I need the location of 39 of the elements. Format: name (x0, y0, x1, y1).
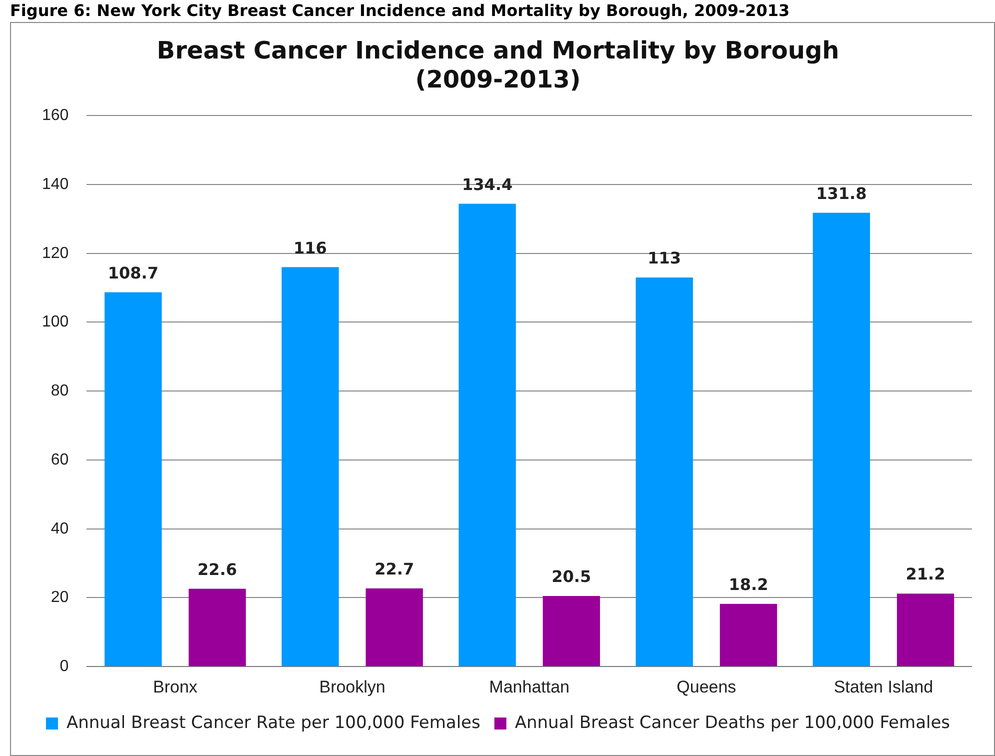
y-tick-label: 60 (50, 451, 69, 468)
data-label: 22.7 (374, 560, 414, 579)
legend-label: Annual Breast Cancer Deaths per 100,000 Females (514, 712, 950, 733)
text: Breast Cancer Incidence and Mortality by Borough (156, 36, 840, 65)
bar (282, 267, 339, 666)
y-tick-label: 100 (42, 314, 69, 331)
x-tick-label: Staten Island (834, 677, 934, 696)
data-label: 20.5 (552, 567, 592, 586)
x-tick-label: Brooklyn (319, 677, 386, 696)
y-tick-label: 80 (50, 382, 69, 400)
y-tick-label: 40 (50, 520, 69, 538)
bar (542, 596, 600, 666)
y-tick-label: 140 (42, 176, 69, 193)
x-tick-label: Queens (676, 677, 736, 696)
y-tick-label: 160 (42, 107, 69, 124)
data-label: 116 (294, 238, 327, 258)
bar (458, 204, 516, 666)
bar (104, 292, 162, 666)
y-tick-label: 120 (42, 244, 69, 262)
bar (720, 604, 778, 666)
data-label: 134.4 (462, 174, 513, 194)
data-label: 108.7 (108, 263, 158, 282)
data-label: 22.6 (198, 560, 238, 579)
bar (636, 277, 693, 666)
data-label: 21.2 (906, 564, 946, 584)
text: (2009-2013) (415, 65, 581, 94)
bar (812, 212, 870, 666)
y-tick-label: 20 (50, 589, 69, 606)
x-tick-label: Bronx (153, 677, 198, 696)
bar (188, 588, 246, 666)
x-tick-label: Manhattan (489, 677, 570, 696)
data-label: 131.8 (816, 184, 867, 203)
data-label: 18.2 (728, 575, 768, 594)
data-label: 113 (648, 248, 682, 268)
legend-label: Annual Breast Cancer Rate per 100,000 Females (66, 712, 480, 733)
y-tick-label: 0 (60, 658, 69, 676)
caption: Figure 6: New York City Breast Cancer Incidence and Mortality by Borough, 2009-2013 (10, 1, 790, 20)
bar (366, 588, 423, 666)
bar (896, 594, 954, 666)
